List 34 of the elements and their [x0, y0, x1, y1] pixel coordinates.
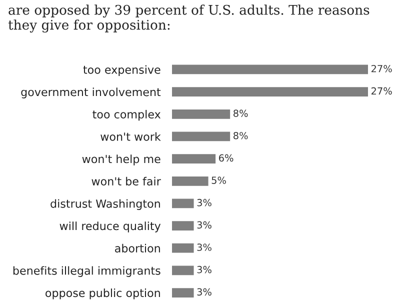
y-tick-label: won't be fair [92, 176, 161, 186]
bar [172, 64, 368, 74]
y-tick-label: oppose public option [46, 288, 160, 300]
y-tick-label: government involvement [21, 88, 161, 98]
y-tick-label: won't work [100, 132, 161, 141]
y-tick-label: too expensive [83, 65, 160, 76]
bar [172, 132, 230, 142]
data-label: 3% [197, 288, 212, 296]
bar [172, 266, 194, 276]
y-tick-label: abortion [115, 244, 160, 252]
bar [172, 288, 194, 298]
data-label: 8% [234, 110, 248, 117]
y-tick-label: too complex [92, 110, 161, 121]
bar [172, 109, 230, 119]
data-label: 3% [197, 266, 212, 274]
bar [172, 221, 194, 230]
data-label: 3% [197, 221, 212, 229]
bar [172, 87, 368, 97]
data-label: 27% [371, 87, 392, 95]
chart-title: are opposed by 39 percent of U.S. adults. The reasons they give for opposition: [8, 4, 370, 33]
data-label: 27% [371, 64, 392, 72]
bar [172, 176, 208, 186]
y-tick-label: won't help me [82, 154, 160, 166]
data-label: 5% [212, 176, 226, 184]
data-label: 8% [234, 132, 248, 140]
data-label: 3% [197, 244, 212, 251]
data-label: 3% [197, 198, 212, 206]
data-label: 6% [219, 154, 234, 162]
bar [172, 198, 194, 208]
y-tick-label: distrust Washington [50, 199, 160, 210]
bar [172, 243, 194, 253]
bar [172, 154, 216, 164]
y-tick-label: will reduce quality [60, 222, 161, 232]
y-tick-label: benefits illegal immigrants [13, 266, 160, 277]
